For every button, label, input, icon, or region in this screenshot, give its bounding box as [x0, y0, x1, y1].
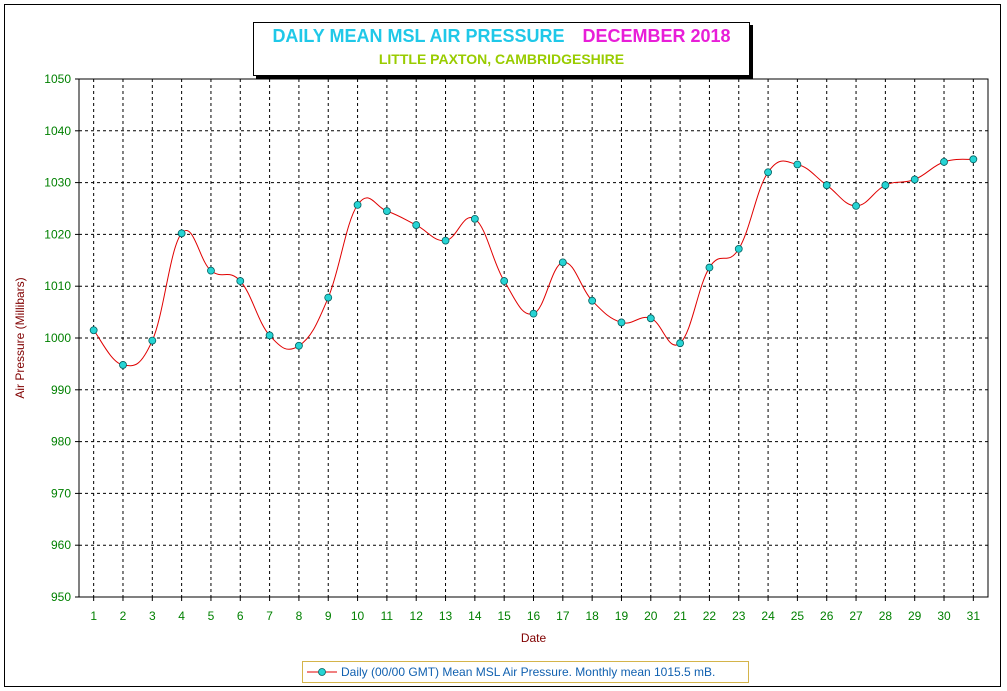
data-point: [89, 326, 98, 335]
x-tick-label: 27: [849, 609, 863, 623]
data-point: [265, 331, 274, 340]
data-point: [558, 258, 567, 267]
data-point: [148, 336, 157, 345]
x-tick-label: 13: [439, 609, 453, 623]
y-tick-label: 1010: [44, 279, 71, 293]
data-point: [353, 200, 362, 209]
y-axis-label: Air Pressure (Millibars): [13, 277, 27, 398]
data-point: [646, 314, 655, 323]
x-tick-label: 10: [351, 609, 365, 623]
data-point: [676, 339, 685, 348]
y-tick-label: 950: [51, 590, 71, 604]
x-tick-label: 26: [820, 609, 834, 623]
x-tick-label: 24: [761, 609, 775, 623]
x-tick-label: 30: [937, 609, 951, 623]
y-tick-label: 1030: [44, 176, 71, 190]
x-tick-label: 7: [266, 609, 273, 623]
legend-label: Daily (00/00 GMT) Mean MSL Air Pressure.…: [341, 665, 716, 679]
data-point: [324, 293, 333, 302]
grid: [79, 79, 988, 597]
data-point: [119, 361, 127, 369]
x-tick-label: 3: [149, 609, 156, 623]
data-point: [705, 263, 714, 272]
data-point: [236, 277, 245, 285]
x-axis-label: Date: [521, 631, 547, 645]
data-point: [207, 266, 215, 275]
x-tick-label: 12: [410, 609, 424, 623]
x-tick-label: 28: [879, 609, 893, 623]
chart-subtitle: LITTLE PAXTON, CAMBRIDGESHIRE: [378, 51, 625, 67]
data-point: [852, 202, 860, 210]
y-tick-label: 960: [51, 538, 71, 552]
chart-title-month: DECEMBER 2018: [582, 26, 731, 46]
x-tick-label: 19: [615, 609, 629, 623]
data-point: [500, 277, 509, 285]
data-point: [969, 155, 978, 164]
x-tick-label: 6: [237, 609, 244, 623]
data-point: [793, 160, 802, 169]
y-tick-label: 990: [51, 383, 71, 397]
title-box: DAILY MEAN MSL AIR PRESSURE DECEMBER 2018…: [253, 22, 750, 76]
y-tick-label: 1050: [44, 72, 71, 86]
y-tick-label: 1040: [44, 124, 71, 138]
series-line: [93, 158, 974, 367]
x-tick-label: 5: [208, 609, 215, 623]
data-point: [177, 229, 186, 238]
x-tick-label: 15: [497, 609, 511, 623]
data-point: [617, 318, 626, 327]
y-axis: 950 960 970 980 990 1000 1010 1020 1030 1040 1050: [44, 72, 79, 604]
x-tick-label: 14: [468, 609, 482, 623]
x-tick-label: 18: [585, 609, 599, 623]
data-point: [822, 181, 831, 190]
chart-frame: [4, 4, 1001, 687]
x-tick-label: 1: [90, 609, 97, 623]
data-point: [412, 221, 421, 229]
data-point: [295, 341, 303, 350]
x-tick-label: 16: [527, 609, 541, 623]
data-point: [940, 157, 948, 166]
legend: Daily (00/00 GMT) Mean MSL Air Pressure.…: [302, 661, 749, 683]
y-tick-label: 1020: [44, 227, 71, 241]
data-point: [881, 181, 890, 190]
x-axis: 1 2 3 4 5 6 7 8 9 10 11 12 13 14 15 16 17 18 19 20 21 22 23 24 2…: [90, 597, 980, 623]
data-point: [910, 175, 919, 184]
x-tick-label: 25: [791, 609, 805, 623]
x-tick-label: 17: [556, 609, 570, 623]
data-point: [382, 207, 391, 215]
x-tick-label: 2: [120, 609, 127, 623]
data-point: [529, 309, 538, 318]
x-tick-label: 11: [381, 609, 394, 623]
chart-title: DAILY MEAN MSL AIR PRESSURE: [272, 26, 565, 46]
data-point: [764, 168, 772, 177]
x-tick-label: 20: [644, 609, 658, 623]
legend-swatch: [307, 668, 337, 676]
title-line: DAILY MEAN MSL AIR PRESSURE DECEMBER 2018: [254, 26, 749, 47]
x-tick-label: 9: [325, 609, 332, 623]
x-tick-label: 23: [732, 609, 746, 623]
y-tick-label: 1000: [44, 331, 71, 345]
data-point: [470, 214, 479, 223]
data-point: [734, 245, 743, 253]
x-tick-label: 4: [178, 609, 185, 623]
x-tick-label: 8: [296, 609, 303, 623]
data-point: [588, 296, 597, 305]
x-tick-label: 22: [703, 609, 717, 623]
x-tick-label: 31: [967, 609, 981, 623]
series-markers: [89, 155, 978, 369]
data-point: [441, 236, 450, 245]
x-tick-label: 21: [673, 609, 687, 623]
y-tick-label: 970: [51, 486, 71, 500]
x-tick-label: 29: [908, 609, 922, 623]
y-tick-label: 980: [51, 435, 71, 449]
